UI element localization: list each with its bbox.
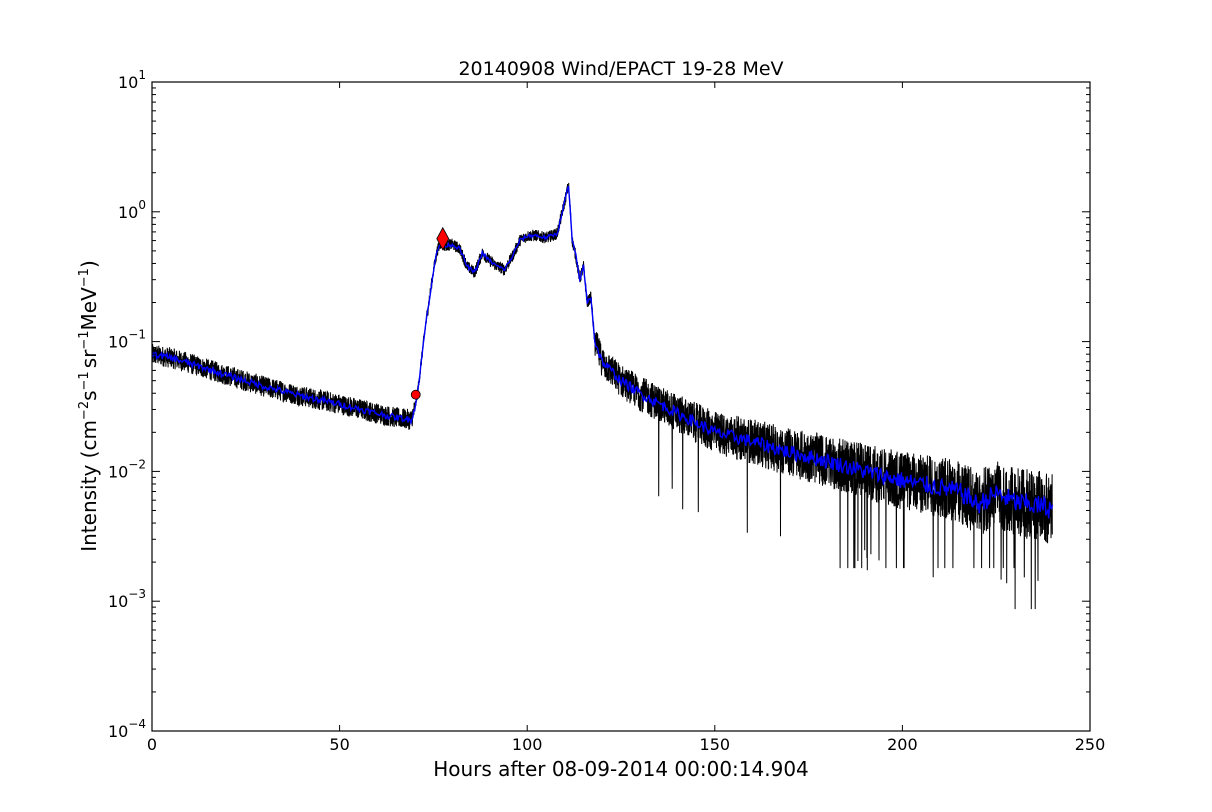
y-tick-label: 100 bbox=[118, 198, 146, 222]
y-axis-label-exp3: −1 bbox=[77, 330, 92, 349]
y-tick-label-exp: −4 bbox=[128, 717, 146, 731]
y-axis-label-mid2: sr bbox=[77, 349, 101, 368]
y-tick-label-exp: −2 bbox=[128, 457, 146, 471]
y-tick-label: 10−2 bbox=[108, 457, 146, 481]
x-tick-label: 0 bbox=[147, 735, 157, 754]
y-tick-label-base: 10 bbox=[108, 592, 128, 611]
x-tick-label: 200 bbox=[887, 735, 918, 754]
smoothed-series-line bbox=[152, 185, 1054, 519]
plot-frame bbox=[151, 81, 1091, 732]
y-tick-label-base: 10 bbox=[108, 722, 128, 741]
y-tick-label: 101 bbox=[118, 68, 146, 92]
chart-title: 20140908 Wind/EPACT 19-28 MeV bbox=[458, 58, 783, 80]
raw-series-line bbox=[152, 182, 1053, 610]
onset-marker bbox=[410, 389, 421, 400]
y-axis-label: Intensity (cm−2s−1sr−1MeV−1) bbox=[77, 260, 101, 552]
y-tick-label-exp: 1 bbox=[138, 68, 146, 82]
x-tick-label: 100 bbox=[512, 735, 543, 754]
y-tick-label: 10−1 bbox=[108, 328, 146, 352]
x-tick-label: 150 bbox=[700, 735, 731, 754]
x-axis-label: Hours after 08-09-2014 00:00:14.904 bbox=[433, 757, 809, 781]
y-tick-label-base: 10 bbox=[118, 73, 138, 92]
y-tick-label-exp: −3 bbox=[128, 587, 146, 601]
x-axis: 0 50 100 150 200 250 bbox=[147, 82, 1105, 754]
peak-marker bbox=[436, 226, 450, 251]
y-axis-label-exp4: −1 bbox=[77, 268, 92, 287]
y-tick-label: 10−3 bbox=[108, 587, 146, 611]
plot-area bbox=[152, 182, 1054, 610]
y-axis-label-mid1: s bbox=[77, 390, 101, 400]
x-tick-label: 250 bbox=[1075, 735, 1106, 754]
y-axis-label-end: ) bbox=[77, 260, 101, 268]
y-tick-label-base: 10 bbox=[108, 462, 128, 481]
y-tick-label-base: 10 bbox=[108, 333, 128, 352]
x-tick-label: 50 bbox=[329, 735, 349, 754]
y-tick-label-exp: 0 bbox=[138, 198, 146, 212]
y-axis-label-mid3: MeV bbox=[77, 287, 101, 331]
y-axis-label-base: Intensity (cm bbox=[77, 420, 101, 552]
y-axis-label-exp2: −1 bbox=[77, 371, 92, 390]
y-tick-label-base: 10 bbox=[118, 203, 138, 222]
y-tick-label: 10−4 bbox=[108, 717, 146, 741]
y-tick-label-exp: −1 bbox=[128, 328, 146, 342]
y-axis-label-exp1: −2 bbox=[77, 401, 92, 420]
